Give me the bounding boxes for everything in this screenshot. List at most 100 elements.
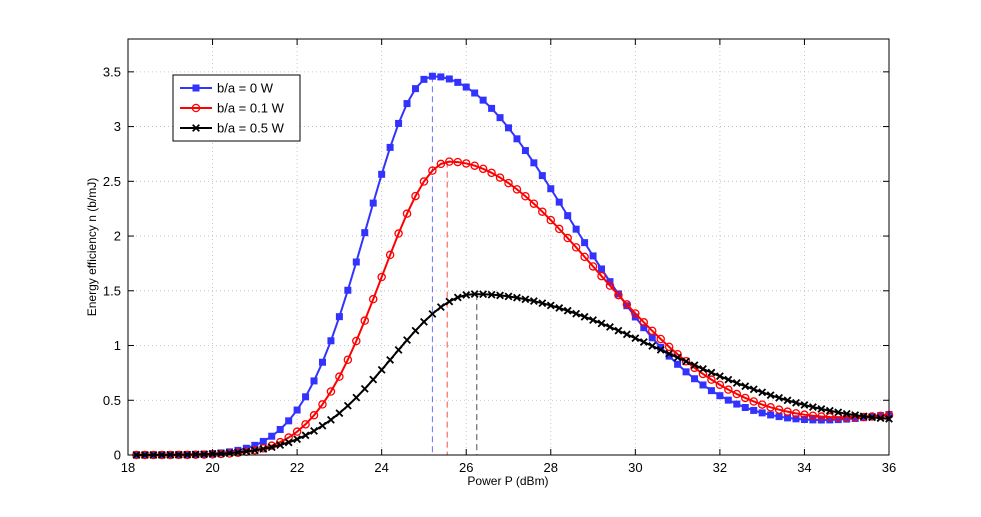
y-tick-label: 0.5 bbox=[103, 393, 121, 408]
data-point bbox=[758, 388, 767, 397]
data-point bbox=[758, 409, 766, 417]
series-2 bbox=[132, 157, 894, 460]
data-point bbox=[471, 89, 479, 97]
data-point bbox=[411, 191, 420, 201]
data-point bbox=[546, 215, 556, 225]
data-point bbox=[783, 407, 792, 416]
data-point bbox=[505, 124, 512, 132]
data-point bbox=[285, 417, 293, 425]
data-point bbox=[521, 147, 529, 155]
data-point bbox=[774, 405, 784, 414]
optimum-lines bbox=[431, 76, 478, 455]
data-point bbox=[538, 299, 547, 308]
data-point bbox=[335, 313, 343, 321]
data-point bbox=[386, 355, 395, 364]
data-point bbox=[403, 336, 411, 345]
data-point bbox=[868, 413, 877, 422]
data-point bbox=[259, 445, 268, 453]
data-point bbox=[301, 431, 310, 440]
data-point bbox=[436, 159, 446, 169]
data-point bbox=[572, 309, 581, 318]
data-point bbox=[470, 290, 479, 299]
x-tick-label: 20 bbox=[205, 460, 219, 475]
data-point bbox=[724, 375, 733, 384]
data-point bbox=[699, 381, 707, 389]
data-point bbox=[674, 360, 682, 368]
x-tick-label: 26 bbox=[459, 460, 473, 475]
x-tick-label: 22 bbox=[290, 460, 304, 475]
data-point bbox=[521, 295, 530, 304]
x-tick-label: 24 bbox=[374, 460, 388, 475]
data-point bbox=[614, 326, 623, 335]
data-point bbox=[631, 309, 640, 318]
data-point bbox=[487, 168, 496, 178]
data-point bbox=[538, 172, 546, 180]
data-point bbox=[588, 262, 598, 271]
data-point bbox=[572, 225, 580, 233]
y-tick-label: 3 bbox=[114, 119, 121, 134]
data-point bbox=[428, 309, 437, 318]
data-point bbox=[741, 382, 750, 391]
data-point bbox=[834, 408, 843, 417]
data-point bbox=[461, 159, 471, 168]
data-point bbox=[487, 290, 496, 299]
data-point bbox=[741, 393, 750, 403]
data-point bbox=[825, 412, 835, 422]
data-point bbox=[581, 239, 589, 247]
data-point bbox=[656, 345, 665, 354]
data-point bbox=[825, 406, 834, 415]
data-point bbox=[732, 389, 742, 399]
data-point bbox=[648, 341, 657, 350]
data-point bbox=[301, 420, 310, 429]
data-point bbox=[698, 369, 708, 379]
legend-marker bbox=[191, 103, 201, 113]
data-point bbox=[326, 415, 335, 424]
y-tick-label: 1.5 bbox=[103, 283, 121, 298]
data-point bbox=[529, 297, 538, 306]
data-point bbox=[335, 372, 344, 381]
data-point bbox=[791, 409, 801, 418]
legend-entry: b/a = 0 W bbox=[180, 81, 274, 96]
data-point bbox=[682, 357, 691, 366]
data-point bbox=[808, 411, 818, 420]
data-point bbox=[479, 96, 487, 104]
y-axis-label: Energy efficiency n (b/mJ) bbox=[85, 178, 99, 317]
data-point bbox=[462, 290, 471, 299]
data-point bbox=[251, 441, 259, 449]
data-point bbox=[292, 427, 302, 436]
x-tick-label: 36 bbox=[882, 460, 896, 475]
data-point bbox=[800, 410, 809, 419]
legend-label: b/a = 0.5 W bbox=[217, 121, 285, 136]
data-point bbox=[488, 104, 496, 112]
data-point bbox=[792, 415, 800, 423]
data-point bbox=[521, 191, 530, 201]
legend-marker bbox=[192, 84, 200, 92]
data-point bbox=[343, 355, 353, 365]
data-point bbox=[707, 375, 716, 384]
data-point bbox=[589, 316, 597, 324]
data-point bbox=[817, 412, 826, 421]
series-line bbox=[136, 293, 890, 456]
data-point bbox=[495, 173, 505, 182]
data-point bbox=[293, 435, 302, 444]
data-point bbox=[699, 365, 707, 373]
data-point bbox=[783, 396, 792, 405]
data-point bbox=[800, 401, 809, 409]
data-point bbox=[411, 85, 419, 93]
data-point bbox=[715, 380, 725, 390]
x-tick-label: 18 bbox=[121, 460, 135, 475]
data-point bbox=[385, 250, 395, 260]
data-point bbox=[571, 243, 581, 252]
data-point bbox=[394, 345, 403, 354]
data-point bbox=[707, 387, 715, 395]
data-point bbox=[775, 413, 783, 421]
data-point bbox=[749, 385, 758, 394]
data-point bbox=[842, 409, 851, 418]
data-point bbox=[750, 406, 758, 414]
y-tick-label: 2 bbox=[114, 229, 121, 244]
data-point bbox=[850, 413, 860, 422]
x-tick-label: 34 bbox=[797, 460, 811, 475]
y-tick-label: 2.5 bbox=[103, 174, 121, 189]
data-point bbox=[597, 319, 606, 328]
